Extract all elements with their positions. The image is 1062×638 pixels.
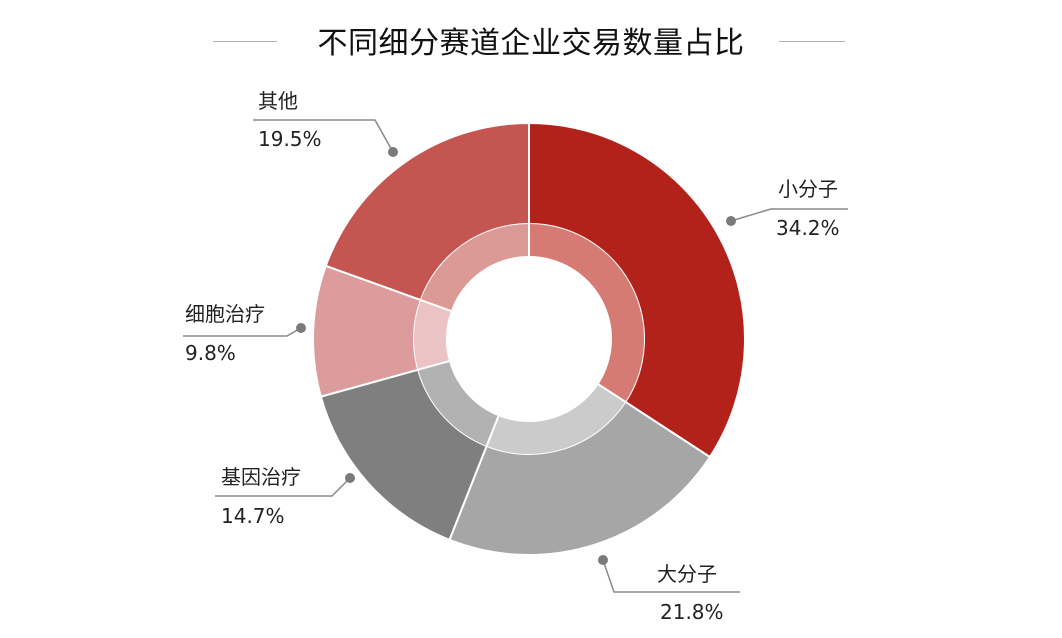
slice-separator-3 (485, 415, 500, 447)
slice-inner-3 (418, 361, 499, 446)
value-label-4: 9.8% (185, 341, 236, 365)
leader-line-1 (730, 208, 848, 222)
leader-dot-3 (345, 473, 355, 483)
leader-dot-5 (388, 147, 398, 157)
leader-line-2 (602, 559, 740, 593)
category-label-4: 细胞治疗 (185, 302, 265, 326)
category-label-1: 小分子 (778, 177, 838, 201)
slice-separator-4 (417, 360, 450, 371)
leader-line-5 (253, 119, 394, 153)
category-label-2: 大分子 (657, 562, 717, 586)
leader-dot-1 (726, 216, 736, 226)
slice-inner-1 (529, 224, 644, 402)
slice-outer-5 (324, 121, 530, 302)
leader-dot-2 (598, 555, 608, 565)
slice-separator-5 (420, 299, 452, 312)
value-label-1: 34.2% (776, 216, 840, 240)
slice-separator-2 (597, 383, 626, 403)
value-label-3: 14.7% (221, 504, 285, 528)
value-label-2: 21.8% (660, 600, 724, 624)
leader-dot-4 (296, 323, 306, 333)
chart-title: 不同细分赛道企业交易数量占比 (317, 26, 745, 61)
slice-outer-1 (528, 121, 746, 459)
value-label-5: 19.5% (258, 127, 322, 151)
title-left-rule (213, 41, 277, 42)
title-right-rule (779, 41, 845, 42)
category-label-3: 基因治疗 (221, 465, 301, 489)
slice-inner-4 (413, 300, 451, 370)
category-label-5: 其他 (258, 89, 298, 113)
leader-line-3 (215, 477, 351, 497)
slice-inner-5 (420, 224, 529, 311)
leader-line-4 (183, 327, 302, 337)
slice-inner-2 (486, 384, 626, 454)
